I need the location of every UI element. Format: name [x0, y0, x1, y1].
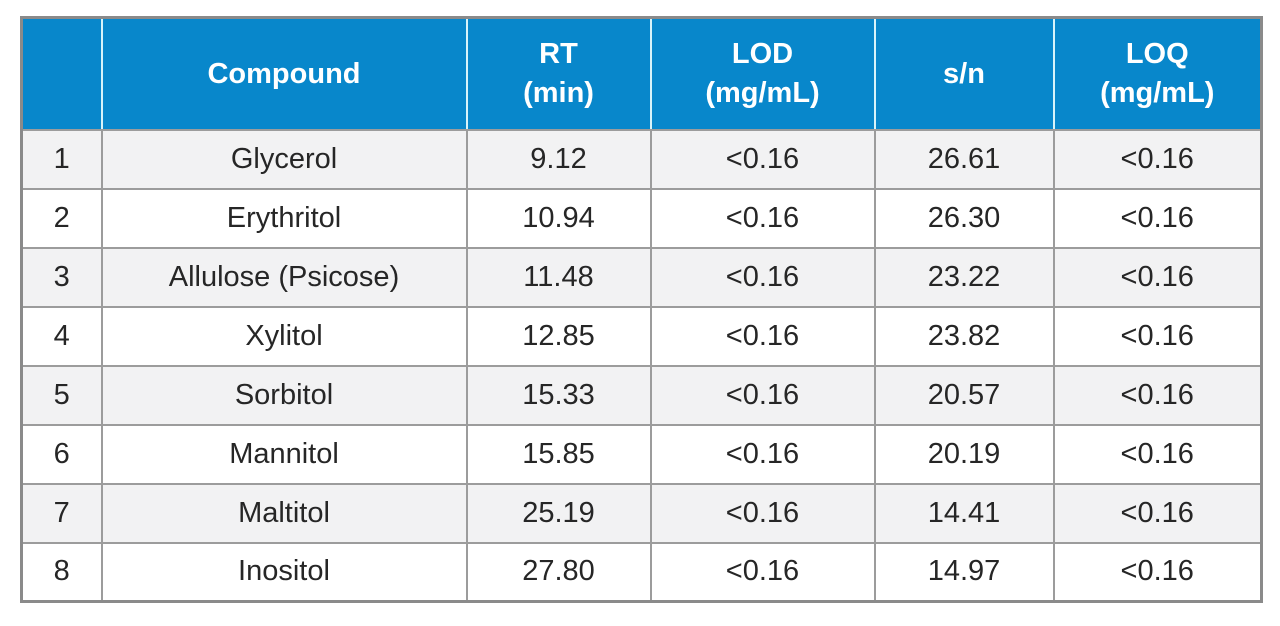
table-header-row: Compound RT (min) LOD (mg/mL) s/n LOQ (mg/mL) — [21, 17, 1262, 131]
data-cell: 25.19 — [465, 482, 652, 544]
column-header-line: s/n — [943, 57, 985, 90]
row-number-cell: 1 — [20, 128, 103, 190]
data-cell: <0.16 — [649, 305, 876, 367]
column-header-line: LOD — [731, 38, 794, 71]
column-header: Compound — [100, 17, 467, 131]
data-cell: <0.16 — [649, 541, 876, 603]
column-header-line: (mg/mL) — [705, 76, 820, 109]
table-row: 6 Mannitol 15.85 <0.16 20.19 <0.16 — [20, 423, 1263, 485]
data-cell: 26.30 — [873, 187, 1055, 249]
row-number-cell: 7 — [20, 482, 103, 544]
results-table: Compound RT (min) LOD (mg/mL) s/n LOQ (mg/mL) 1… — [20, 16, 1263, 603]
data-cell: Erythritol — [100, 187, 468, 249]
table-row: 8 Inositol 27.80 <0.16 14.97 <0.16 — [20, 541, 1263, 603]
data-cell: <0.16 — [649, 128, 876, 190]
row-number-cell: 5 — [20, 364, 103, 426]
data-cell: 20.57 — [873, 364, 1055, 426]
data-cell: 14.41 — [873, 482, 1055, 544]
table-row: 1 Glycerol 9.12 <0.16 26.61 <0.16 — [20, 128, 1263, 190]
row-number-cell: 3 — [20, 246, 103, 308]
data-cell: <0.16 — [1052, 364, 1263, 426]
column-header: RT (min) — [465, 17, 651, 131]
column-header: LOQ (mg/mL) — [1052, 17, 1262, 131]
column-header — [21, 17, 102, 131]
data-cell: <0.16 — [1052, 128, 1263, 190]
data-cell: 14.97 — [873, 541, 1055, 603]
table-header: Compound RT (min) LOD (mg/mL) s/n LOQ (mg/mL) — [21, 17, 1262, 131]
data-cell: <0.16 — [1052, 246, 1263, 308]
data-cell: <0.16 — [649, 246, 876, 308]
data-cell: <0.16 — [649, 364, 876, 426]
table-row: 4 Xylitol 12.85 <0.16 23.82 <0.16 — [20, 305, 1263, 367]
column-header-line: Compound — [207, 57, 361, 90]
data-cell: Mannitol — [100, 423, 468, 485]
data-cell: <0.16 — [1052, 187, 1263, 249]
table-row: 3 Allulose (Psicose) 11.48 <0.16 23.22 <0.16 — [20, 246, 1263, 308]
data-cell: 9.12 — [465, 128, 652, 190]
data-cell: Xylitol — [100, 305, 468, 367]
data-cell: Maltitol — [100, 482, 468, 544]
table-row: 2 Erythritol 10.94 <0.16 26.30 <0.16 — [20, 187, 1263, 249]
row-number-cell: 2 — [20, 187, 103, 249]
data-cell: <0.16 — [649, 187, 876, 249]
data-cell: <0.16 — [649, 423, 876, 485]
data-cell: 23.22 — [873, 246, 1055, 308]
column-header-line: LOQ — [1125, 38, 1189, 71]
data-cell: 27.80 — [465, 541, 652, 603]
data-cell: 23.82 — [873, 305, 1055, 367]
row-number-cell: 8 — [20, 541, 103, 603]
data-cell: 26.61 — [873, 128, 1055, 190]
table-row: 5 Sorbitol 15.33 <0.16 20.57 <0.16 — [20, 364, 1263, 426]
column-header-line: RT — [539, 38, 578, 71]
column-header: s/n — [873, 17, 1054, 131]
data-cell: Allulose (Psicose) — [100, 246, 468, 308]
column-header-line: (mg/mL) — [1100, 76, 1215, 109]
data-cell: <0.16 — [1052, 305, 1263, 367]
data-cell: 10.94 — [465, 187, 652, 249]
table-row: 7 Maltitol 25.19 <0.16 14.41 <0.16 — [20, 482, 1263, 544]
table-body: 1 Glycerol 9.12 <0.16 26.61 <0.16 2 Erythritol 1… — [20, 128, 1263, 603]
row-number-cell: 6 — [20, 423, 103, 485]
data-cell: 15.85 — [465, 423, 652, 485]
data-cell: 15.33 — [465, 364, 652, 426]
data-cell: Inositol — [100, 541, 468, 603]
data-cell: <0.16 — [1052, 541, 1263, 603]
data-cell: 12.85 — [465, 305, 652, 367]
data-cell: <0.16 — [1052, 482, 1263, 544]
data-cell: <0.16 — [1052, 423, 1263, 485]
data-cell: Glycerol — [100, 128, 468, 190]
data-cell: Sorbitol — [100, 364, 468, 426]
column-header: LOD (mg/mL) — [649, 17, 875, 131]
row-number-cell: 4 — [20, 305, 103, 367]
data-cell: 11.48 — [465, 246, 652, 308]
column-header-line: (min) — [523, 76, 594, 109]
data-cell: 20.19 — [873, 423, 1055, 485]
data-cell: <0.16 — [649, 482, 876, 544]
